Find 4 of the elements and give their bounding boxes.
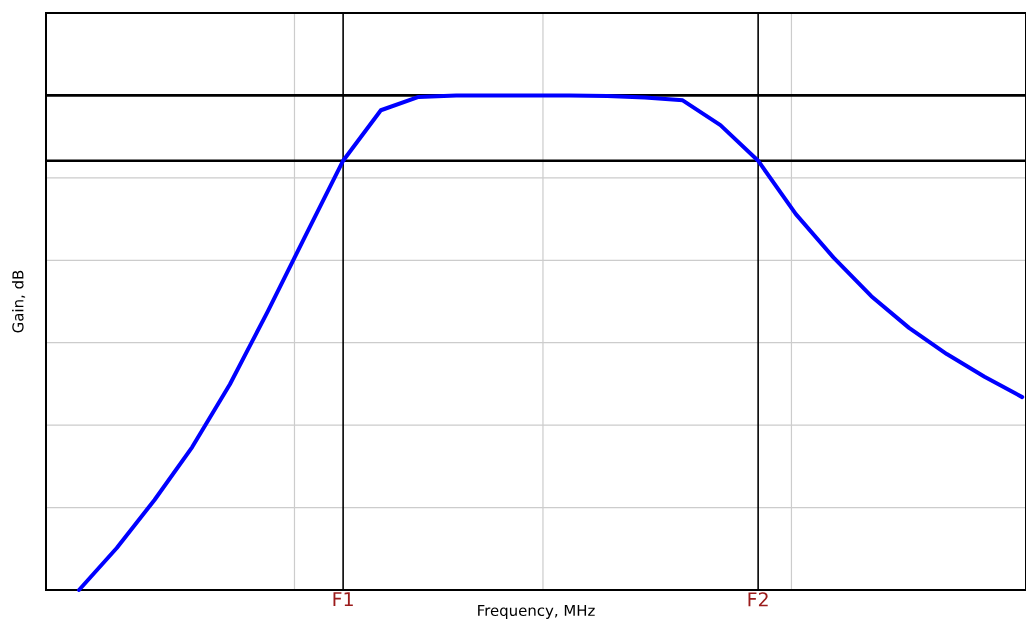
y-axis-title: Gain, dB bbox=[12, 270, 26, 333]
x-tick-label: F1 bbox=[333, 592, 353, 606]
x-tick-label: F2 bbox=[748, 592, 768, 607]
x-axis-title: Frequency, MHz bbox=[478, 604, 595, 619]
